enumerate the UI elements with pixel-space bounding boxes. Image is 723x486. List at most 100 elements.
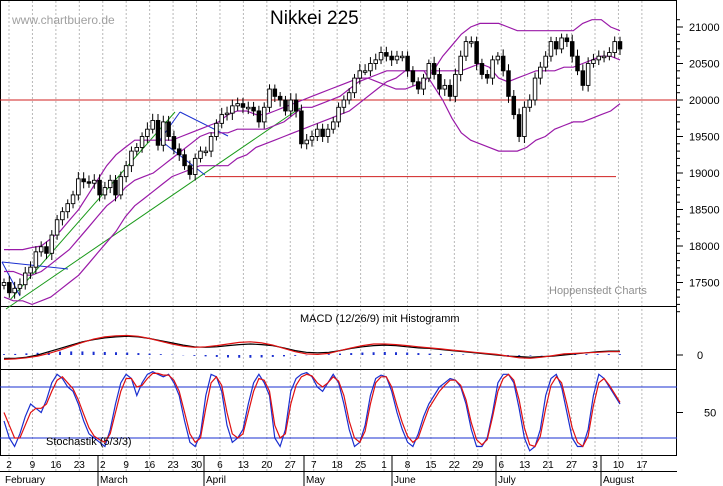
x-tick-label: 9 <box>123 460 129 471</box>
candle-body <box>415 81 421 90</box>
candle-body <box>357 70 363 79</box>
candle-body <box>70 194 76 205</box>
candle-body <box>405 55 410 72</box>
candle-body <box>176 148 182 156</box>
x-tick-label: 22 <box>449 460 461 471</box>
candle-body <box>368 63 373 72</box>
candle-body <box>33 251 39 268</box>
candle-body <box>426 63 432 79</box>
x-tick-label: 13 <box>519 460 531 471</box>
candle-body <box>277 95 283 101</box>
x-tick-label: 2 <box>100 460 106 471</box>
x-tick-label: 23 <box>74 460 86 471</box>
candle-body <box>17 284 23 289</box>
candle-body <box>538 66 543 79</box>
candle-body <box>97 179 102 196</box>
candle-body <box>139 136 145 148</box>
stoch-panel-frame <box>0 369 677 456</box>
candle-body <box>171 136 177 150</box>
candle-body <box>166 121 171 137</box>
bollinger-middle <box>4 55 621 276</box>
macd-tick-label: 0 <box>697 350 703 362</box>
candle-body <box>129 150 134 167</box>
candle-body <box>490 59 495 79</box>
candle-body <box>548 41 554 57</box>
candle-body <box>187 165 193 175</box>
candle-body <box>394 55 400 61</box>
macd-signal-line <box>3 334 620 360</box>
candle-body <box>612 41 617 53</box>
candle-body <box>86 181 92 184</box>
candle-body <box>60 211 65 221</box>
candle-body <box>421 77 426 90</box>
y-tick-label: 20000 <box>689 95 720 107</box>
macd-chart <box>3 334 621 360</box>
x-tick-label: 8 <box>405 460 411 471</box>
candle-body <box>123 165 129 178</box>
candle-body <box>495 55 501 61</box>
candle-body <box>113 179 118 196</box>
y-tick-label: 20500 <box>689 59 720 71</box>
x-tick-label: 1 <box>381 460 387 471</box>
y-tick-label: 17500 <box>689 278 720 290</box>
candle-body <box>346 92 352 101</box>
candle-body <box>527 99 532 108</box>
candle-body <box>304 139 309 145</box>
candle-body <box>580 70 586 86</box>
candle-body <box>575 55 580 72</box>
candle-body <box>309 136 315 141</box>
candle-body <box>511 95 517 116</box>
candle-body <box>208 136 214 152</box>
candle-body <box>214 122 219 137</box>
y-tick-label: 19000 <box>689 168 720 180</box>
candle-body <box>293 99 299 112</box>
candle-body <box>447 84 453 97</box>
candle-body <box>150 119 155 130</box>
x-tick-label: 16 <box>50 460 62 471</box>
candle-body <box>389 55 394 61</box>
candle-body <box>458 55 463 75</box>
x-tick-label: 17 <box>636 460 648 471</box>
x-tick-label: 21 <box>543 460 555 471</box>
candle-body <box>410 70 416 83</box>
axes: 2100020500200001950019000185001800017500… <box>5 19 720 486</box>
candle-body <box>559 37 564 50</box>
candle-body <box>246 106 251 110</box>
month-label: April <box>206 475 226 486</box>
stochastic-chart <box>0 371 677 452</box>
candle-body <box>102 187 108 196</box>
candle-body <box>235 103 240 107</box>
month-label: February <box>5 475 45 486</box>
x-tick-label: 6 <box>217 460 223 471</box>
candle-body <box>516 114 522 137</box>
candle-body <box>617 41 623 50</box>
candle-body <box>543 55 548 68</box>
candle-body <box>161 121 166 146</box>
candle-body <box>118 176 124 196</box>
x-tick-label: 18 <box>332 460 344 471</box>
candle-body <box>373 59 378 64</box>
candle-body <box>267 88 272 108</box>
candle-body <box>7 282 12 294</box>
x-tick-label: 3 <box>592 460 598 471</box>
month-label: August <box>603 475 634 486</box>
trendline-blue <box>1 261 21 297</box>
candle-body <box>192 157 198 175</box>
x-tick-label: 6 <box>498 460 504 471</box>
candle-body <box>224 112 230 116</box>
candle-body <box>484 73 490 79</box>
candle-body <box>198 150 203 159</box>
candle-body <box>22 272 28 286</box>
x-tick-label: 29 <box>472 460 484 471</box>
candle-body <box>585 63 591 86</box>
candle-body <box>330 121 336 130</box>
candle-body <box>564 37 570 43</box>
candle-body <box>44 246 49 254</box>
candle-body <box>479 63 485 75</box>
candle-body <box>283 99 288 112</box>
x-tick-label: 10 <box>613 460 625 471</box>
candle-body <box>251 106 256 112</box>
x-tick-label: 27 <box>566 460 578 471</box>
candle-body <box>315 128 320 137</box>
